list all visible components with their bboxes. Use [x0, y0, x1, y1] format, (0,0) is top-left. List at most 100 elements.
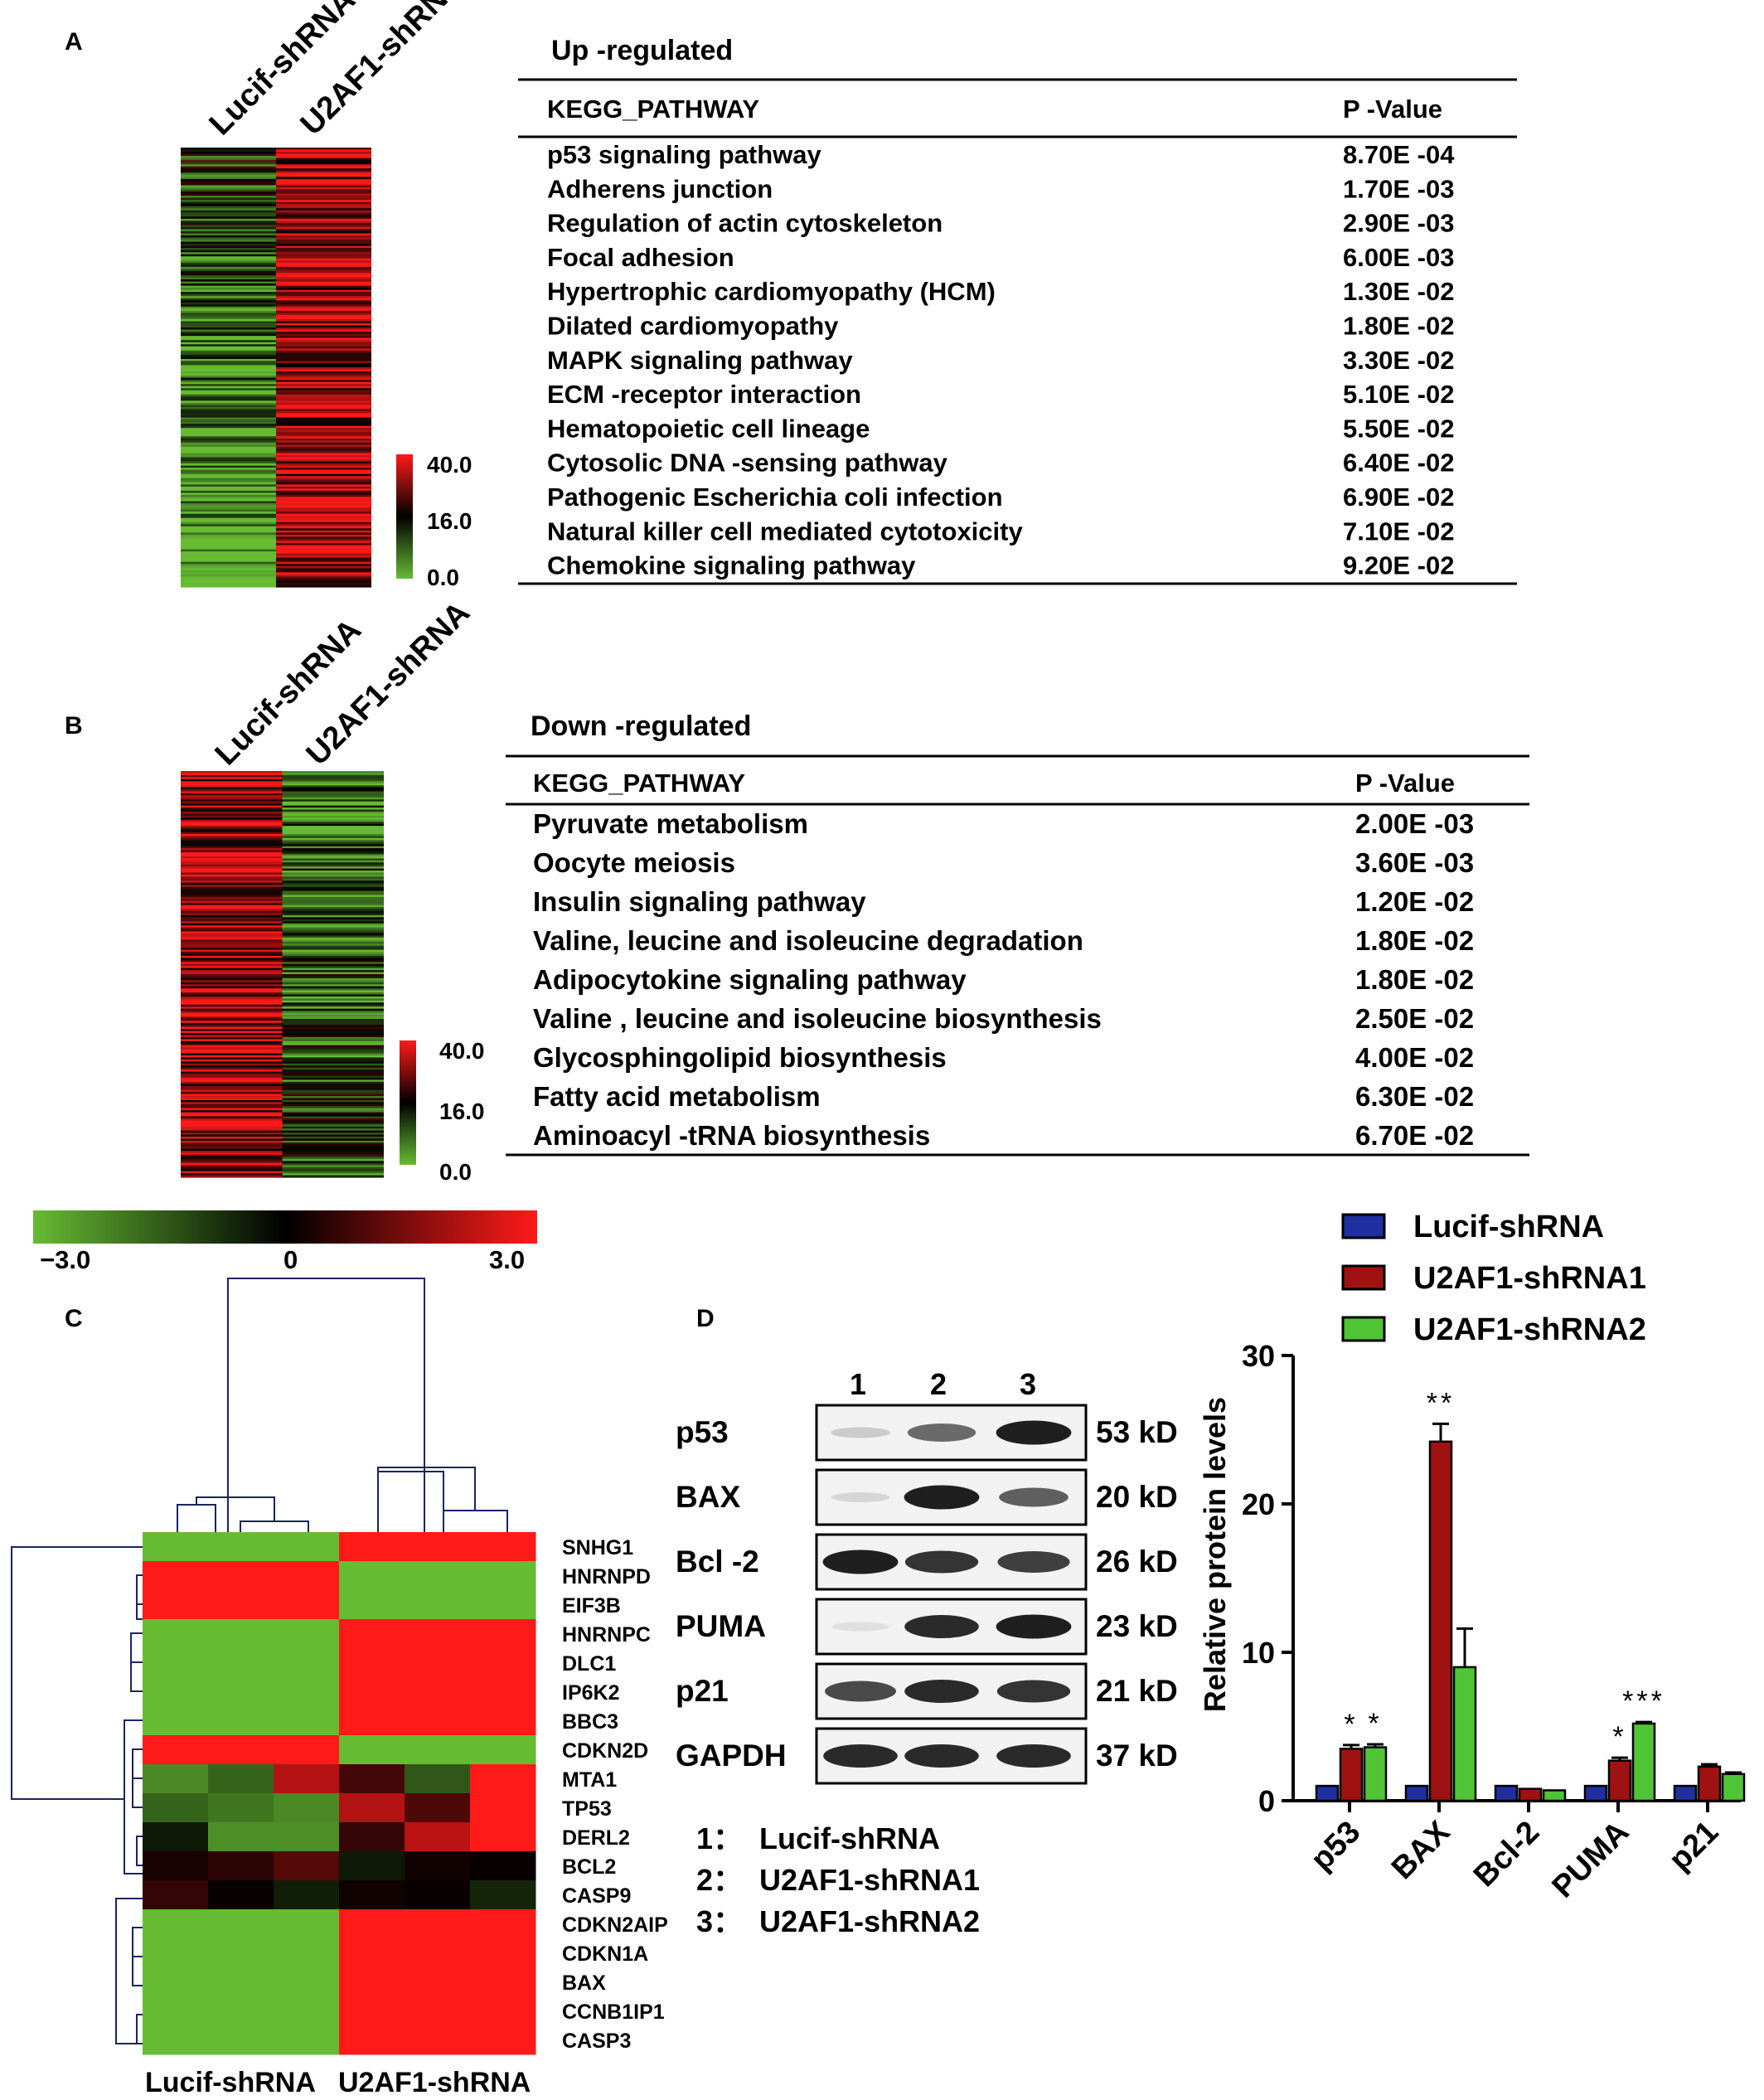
heatmap-cell [282, 783, 384, 786]
heatmap-cell [181, 473, 276, 477]
table-row-pathway: Cytosolic DNA -sensing pathway [547, 449, 948, 478]
heatmap-cell [276, 350, 371, 353]
heatmap-cell [181, 226, 276, 230]
heatmap-cell [181, 152, 276, 155]
heatmap-cell [276, 534, 371, 538]
heatmap-cell [276, 469, 371, 473]
heatmap-cell [181, 432, 276, 435]
heatmap-cell [282, 1039, 384, 1042]
gene-label: DLC1 [562, 1652, 616, 1676]
heatmap-cell [276, 532, 371, 536]
heatmap-cell [282, 815, 384, 818]
panel-label-a: A [65, 28, 83, 56]
cluster-cell [470, 1793, 536, 1823]
x-tick-label: BAX [1385, 1814, 1457, 1886]
heatmap-cell [282, 801, 384, 804]
cluster-cell [405, 1851, 471, 1881]
heatmap-cell [181, 505, 276, 508]
table-down-rows: Pyruvate metabolism 2.00E -03 Oocyte meios… [533, 808, 1474, 1151]
heatmap-cell [276, 181, 371, 184]
heatmap-cell [181, 329, 276, 332]
heatmap-cell [181, 501, 276, 504]
table-row-pathway: Hypertrophic cardiomyopathy (HCM) [547, 277, 996, 306]
heatmap-cell [181, 321, 276, 324]
heatmap-cell [282, 1120, 384, 1123]
heatmap-cell [181, 1126, 283, 1129]
chart-ylabel: Relative protein levels [1198, 1397, 1232, 1712]
heatmap-cell [276, 260, 371, 264]
heatmap-cell [181, 890, 283, 894]
gene-label: CCNB1IP1 [562, 2001, 665, 2024]
heatmap-cell [282, 1008, 384, 1011]
heatmap-cell [181, 1112, 283, 1115]
heatmap-b-col-label-2: U2AF1-shRNA [300, 595, 477, 772]
cluster-cell [274, 1996, 340, 2026]
heatmap-cell [276, 530, 371, 533]
heatmap-cell [276, 432, 371, 435]
heatmap-cell [181, 1169, 283, 1172]
heatmap-cell [181, 1065, 283, 1069]
heatmap-cell [276, 484, 371, 487]
heatmap-cell [181, 424, 276, 427]
heatmap-cell [181, 555, 276, 559]
heatmap-cell [276, 235, 371, 239]
cluster-cell [143, 1967, 209, 1997]
heatmap-cell [181, 1006, 283, 1010]
heatmap-cell [181, 400, 276, 404]
heatmap-cell [181, 953, 283, 957]
heatmap-cell [181, 317, 276, 320]
heatmap-cell [276, 222, 371, 226]
heatmap-cell [276, 192, 371, 195]
significance-marker: * [1368, 1708, 1382, 1739]
heatmap-cell [181, 1055, 283, 1059]
heatmap-cell [181, 854, 283, 857]
heatmap-cell [181, 302, 276, 305]
cluster-cell [470, 2025, 536, 2055]
heatmap-cell [181, 789, 283, 793]
heatmap-cell [276, 289, 371, 293]
heatmap-cell [181, 819, 283, 822]
blot-protein-label: p53 [676, 1415, 729, 1449]
heatmap-cell [282, 1029, 384, 1032]
heatmap-cell [282, 889, 384, 892]
heatmap-cell [181, 187, 276, 191]
bar [1428, 1440, 1453, 1802]
heatmap-cell [276, 520, 371, 523]
heatmap-cell [181, 323, 276, 327]
heatmap-cell [282, 919, 384, 922]
cluster-cell [470, 1590, 536, 1620]
heatmap-cell [181, 900, 283, 904]
heatmap-cell [181, 494, 276, 498]
cluster-cell [143, 1706, 209, 1736]
heatmap-cell [181, 237, 276, 240]
heatmap-cell [181, 174, 276, 177]
heatmap-cell [181, 827, 283, 831]
scale-b-mid: 16.0 [439, 1098, 485, 1124]
lane-number-3: 3 [1020, 1367, 1036, 1401]
heatmap-cell [181, 486, 276, 489]
blot-size-label: 23 kD [1096, 1609, 1178, 1643]
heatmap-cell [181, 977, 283, 981]
heatmap-cell [282, 1175, 384, 1178]
heatmap-cell [276, 473, 371, 477]
heatmap-cell [181, 962, 283, 965]
heatmap-cell [276, 501, 371, 504]
cluster-cell [143, 1793, 209, 1823]
heatmap-cell [282, 913, 384, 916]
heatmap-cell [181, 166, 276, 169]
heatmap-cell [282, 777, 384, 780]
heatmap-cell [276, 513, 371, 517]
chart-legend: Lucif-shRNA U2AF1-shRNA1 U2AF1-shRNA2 [1341, 1210, 1646, 1347]
heatmap-cell [282, 854, 384, 857]
heatmap-cell [181, 182, 276, 187]
heatmap-cell [181, 459, 276, 463]
cluster-cell [405, 1706, 471, 1736]
cluster-cell [339, 1532, 405, 1562]
table-row-pvalue: 9.20E -02 [1343, 551, 1454, 580]
heatmap-cell [181, 972, 283, 975]
heatmap-cell [181, 860, 283, 863]
heatmap-cell [181, 490, 276, 494]
cluster-cell [274, 1880, 340, 1910]
heatmap-cell [181, 968, 283, 971]
